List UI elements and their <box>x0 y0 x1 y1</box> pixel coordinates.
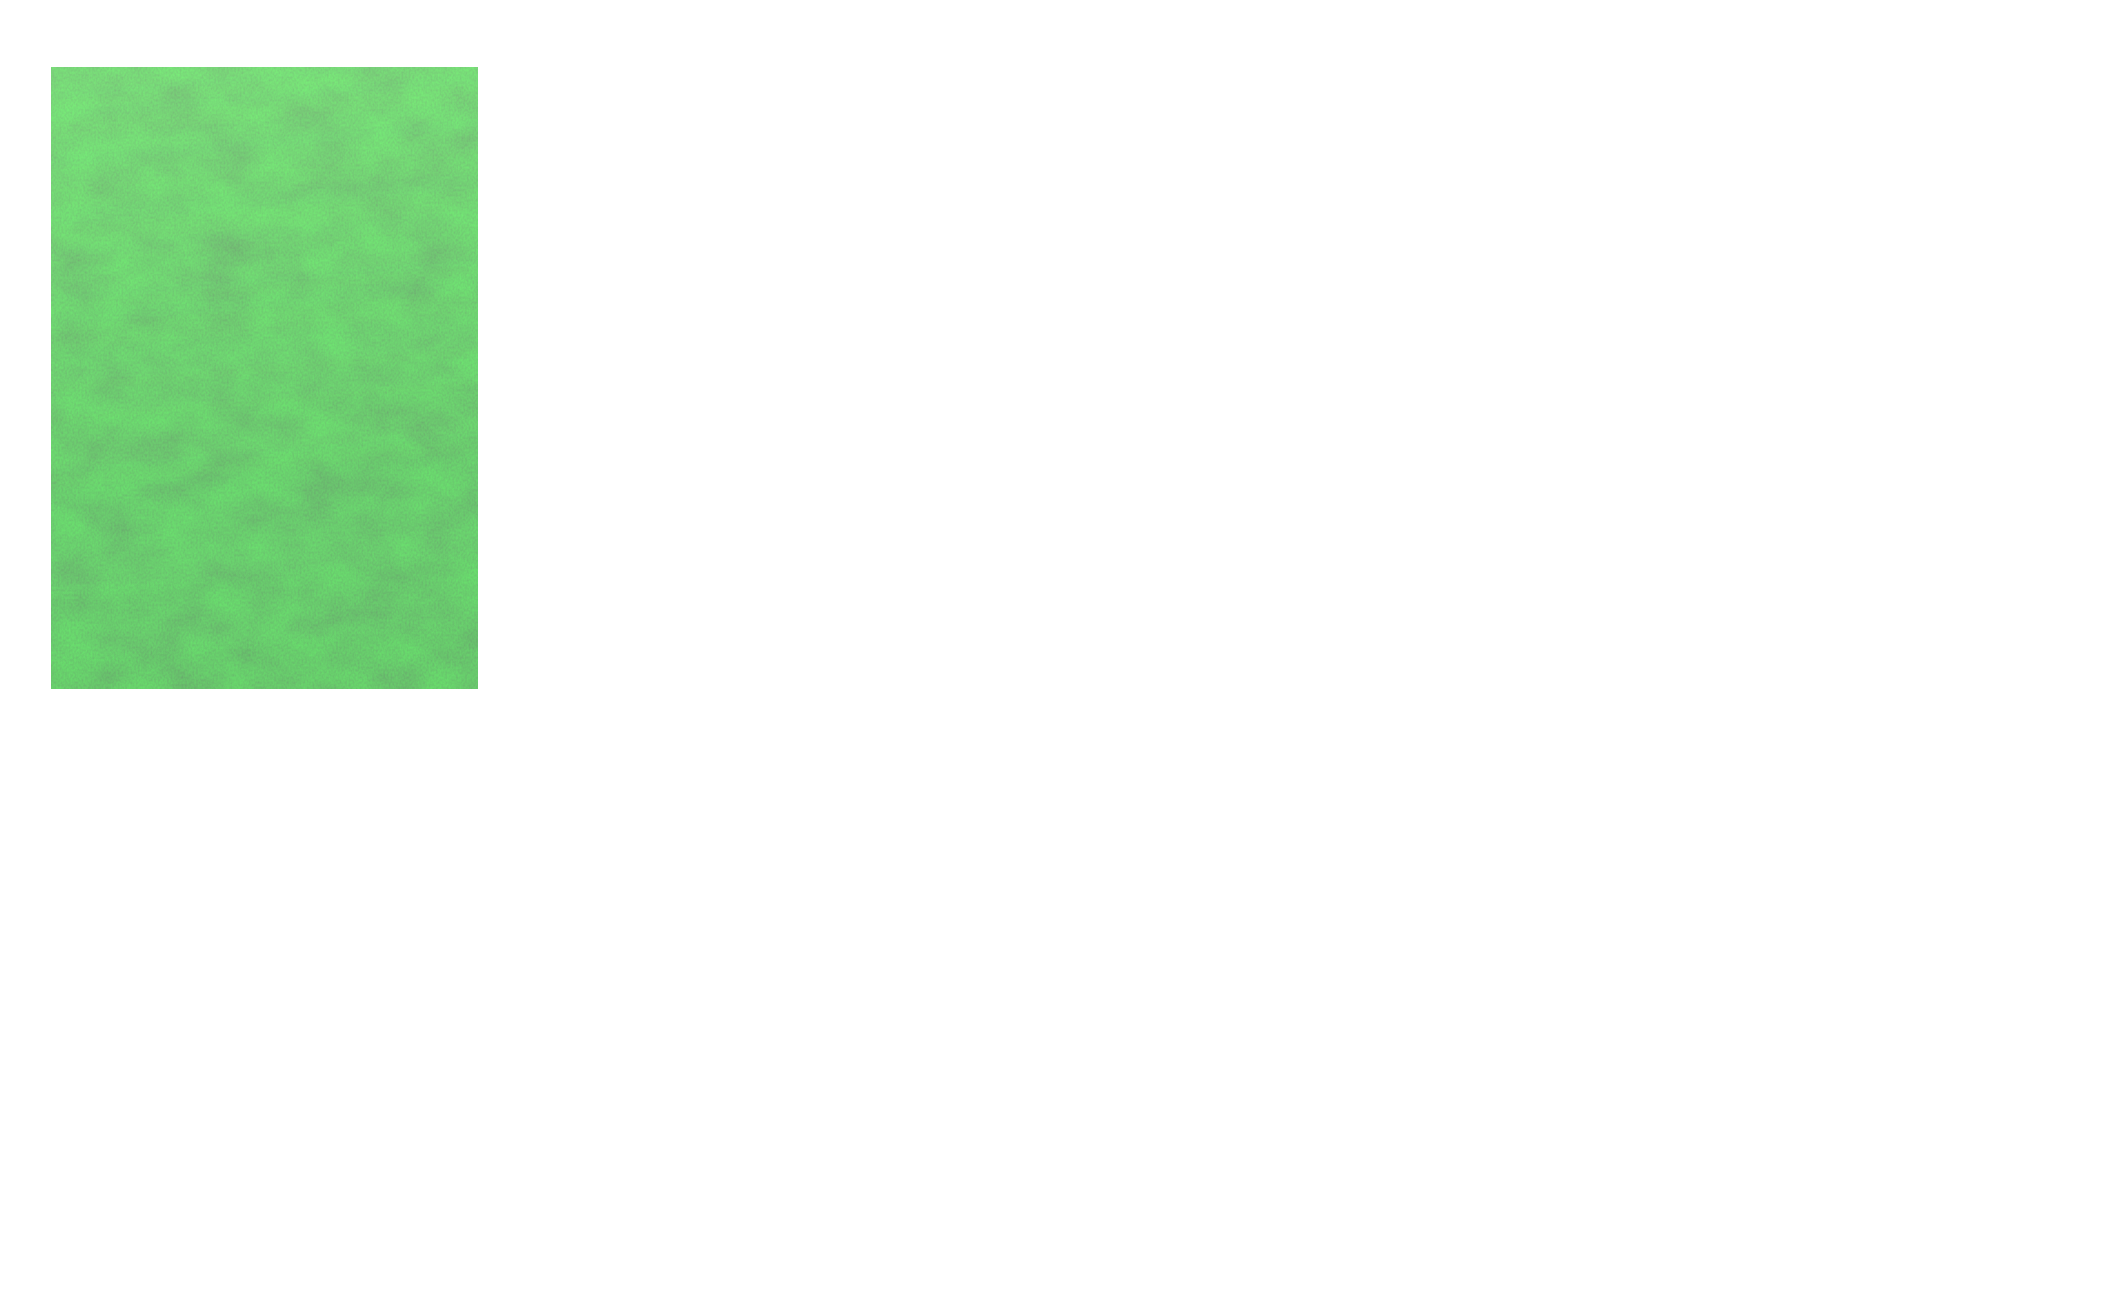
turf-texture <box>51 67 478 689</box>
hic-contact-heatmap <box>1547 60 2116 703</box>
turf-lawn-photo <box>51 67 478 689</box>
